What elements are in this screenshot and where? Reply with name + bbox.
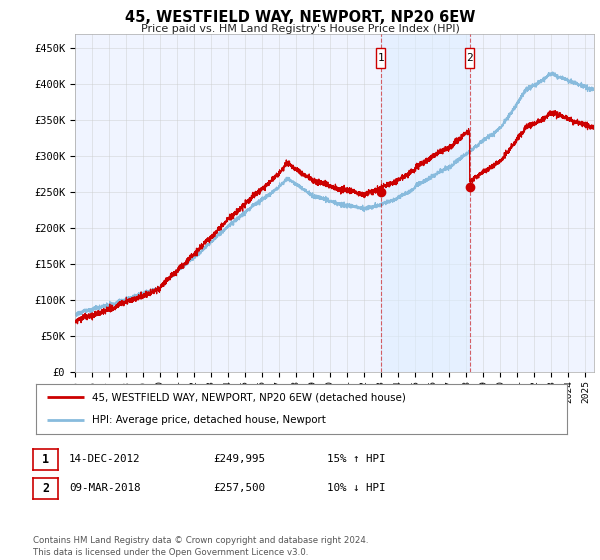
- Text: 15% ↑ HPI: 15% ↑ HPI: [327, 454, 386, 464]
- Bar: [380, 34, 470, 372]
- Text: 14-DEC-2012: 14-DEC-2012: [69, 454, 140, 464]
- Text: Contains HM Land Registry data © Crown copyright and database right 2024.
This d: Contains HM Land Registry data © Crown c…: [33, 536, 368, 557]
- Text: 09-MAR-2018: 09-MAR-2018: [69, 483, 140, 493]
- Text: 1: 1: [42, 452, 49, 466]
- Text: £257,500: £257,500: [213, 483, 265, 493]
- Text: Price paid vs. HM Land Registry's House Price Index (HPI): Price paid vs. HM Land Registry's House …: [140, 24, 460, 34]
- FancyBboxPatch shape: [376, 48, 385, 68]
- Text: HPI: Average price, detached house, Newport: HPI: Average price, detached house, Newp…: [92, 416, 326, 426]
- Text: 45, WESTFIELD WAY, NEWPORT, NP20 6EW: 45, WESTFIELD WAY, NEWPORT, NP20 6EW: [125, 10, 475, 25]
- FancyBboxPatch shape: [465, 48, 474, 68]
- Text: 2: 2: [466, 53, 473, 63]
- Text: 45, WESTFIELD WAY, NEWPORT, NP20 6EW (detached house): 45, WESTFIELD WAY, NEWPORT, NP20 6EW (de…: [92, 392, 406, 402]
- Text: £249,995: £249,995: [213, 454, 265, 464]
- Text: 10% ↓ HPI: 10% ↓ HPI: [327, 483, 386, 493]
- Text: 1: 1: [377, 53, 384, 63]
- Text: 2: 2: [42, 482, 49, 495]
